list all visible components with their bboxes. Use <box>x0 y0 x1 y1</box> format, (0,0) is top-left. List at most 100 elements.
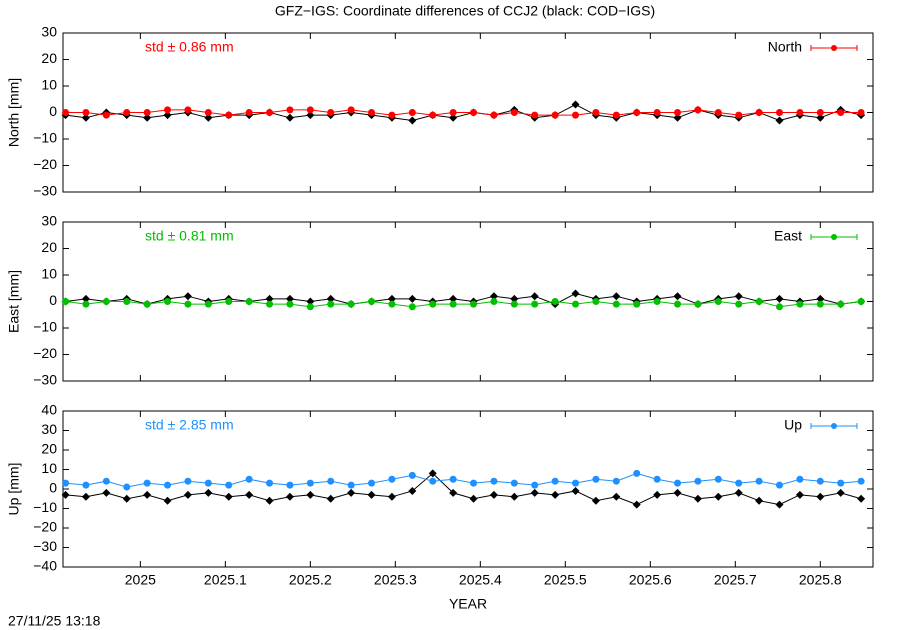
point <box>551 298 559 305</box>
point <box>387 492 396 501</box>
y-tick-label: −10 <box>33 130 57 146</box>
y-tick-label: −10 <box>33 499 57 515</box>
x-tick-label: 2025.6 <box>629 572 672 588</box>
point <box>285 113 294 122</box>
point <box>674 109 682 116</box>
y-tick-label: −20 <box>33 345 57 361</box>
point <box>368 479 376 487</box>
point <box>81 113 90 122</box>
point <box>204 479 212 487</box>
y-tick-label: −20 <box>33 519 57 535</box>
point <box>489 292 498 301</box>
plot-frame <box>62 221 874 382</box>
point <box>306 297 315 306</box>
annotation: std ± 0.86 mm <box>145 39 234 55</box>
legend-label: Up <box>784 417 802 433</box>
x-tick-label: 2025.8 <box>799 572 842 588</box>
point <box>245 475 253 483</box>
point <box>694 106 702 114</box>
point <box>735 111 743 119</box>
point <box>388 475 396 483</box>
point <box>367 490 376 499</box>
point <box>245 109 253 116</box>
y-tick-label: 0 <box>49 480 57 496</box>
point <box>592 298 600 305</box>
point <box>368 109 376 116</box>
point <box>694 300 702 308</box>
point <box>510 294 519 303</box>
point <box>408 303 416 311</box>
x-tick-label: 2025.3 <box>374 572 417 588</box>
point <box>531 300 539 308</box>
point <box>673 488 682 497</box>
y-tick-label: 20 <box>41 50 57 66</box>
point <box>591 496 600 505</box>
point <box>796 109 804 116</box>
point <box>735 479 743 487</box>
point <box>469 494 478 503</box>
point <box>81 294 90 303</box>
point <box>612 492 621 501</box>
point <box>183 490 192 499</box>
point <box>306 479 314 487</box>
point <box>449 488 458 497</box>
point <box>572 479 580 487</box>
point <box>428 469 437 478</box>
point <box>632 500 641 509</box>
plot-frame <box>62 410 874 568</box>
point <box>449 109 457 116</box>
point <box>836 488 845 497</box>
point <box>816 294 825 303</box>
point <box>327 109 335 116</box>
point <box>102 477 110 485</box>
point <box>163 496 172 505</box>
point <box>184 106 192 114</box>
x-tick-label: 2025.1 <box>204 572 247 588</box>
point <box>571 289 580 298</box>
point <box>327 477 335 485</box>
y-axis-label: Up [mm] <box>6 463 22 516</box>
point <box>612 300 620 308</box>
point <box>204 300 212 308</box>
point <box>653 490 662 499</box>
series-line <box>65 300 862 308</box>
point <box>408 294 417 303</box>
point <box>510 492 519 501</box>
point <box>184 300 192 308</box>
point <box>449 300 457 308</box>
point <box>61 490 70 499</box>
point <box>551 111 559 119</box>
series-line <box>65 472 862 506</box>
point <box>673 113 682 122</box>
point <box>530 488 539 497</box>
series-line <box>65 472 862 488</box>
y-axis-label: North [mm] <box>6 78 22 147</box>
point <box>592 109 600 116</box>
point <box>755 496 764 505</box>
point <box>816 492 825 501</box>
point <box>714 475 722 483</box>
point <box>633 109 641 116</box>
point <box>266 479 274 487</box>
point <box>490 477 498 485</box>
point <box>612 477 620 485</box>
point <box>857 109 865 116</box>
y-tick-label: 0 <box>49 292 57 308</box>
point <box>143 109 151 116</box>
x-tick-label: 2025.5 <box>544 572 587 588</box>
point <box>673 292 682 301</box>
series-line <box>65 103 862 121</box>
y-tick-label: −10 <box>33 319 57 335</box>
point <box>164 481 172 489</box>
point <box>510 300 518 308</box>
point <box>306 490 315 499</box>
point <box>265 294 274 303</box>
point <box>572 300 580 308</box>
point <box>183 292 192 301</box>
x-tick-label: 2025.2 <box>289 572 332 588</box>
y-tick-label: 30 <box>41 24 57 40</box>
point <box>470 300 478 308</box>
point <box>694 477 702 485</box>
point <box>245 490 254 499</box>
